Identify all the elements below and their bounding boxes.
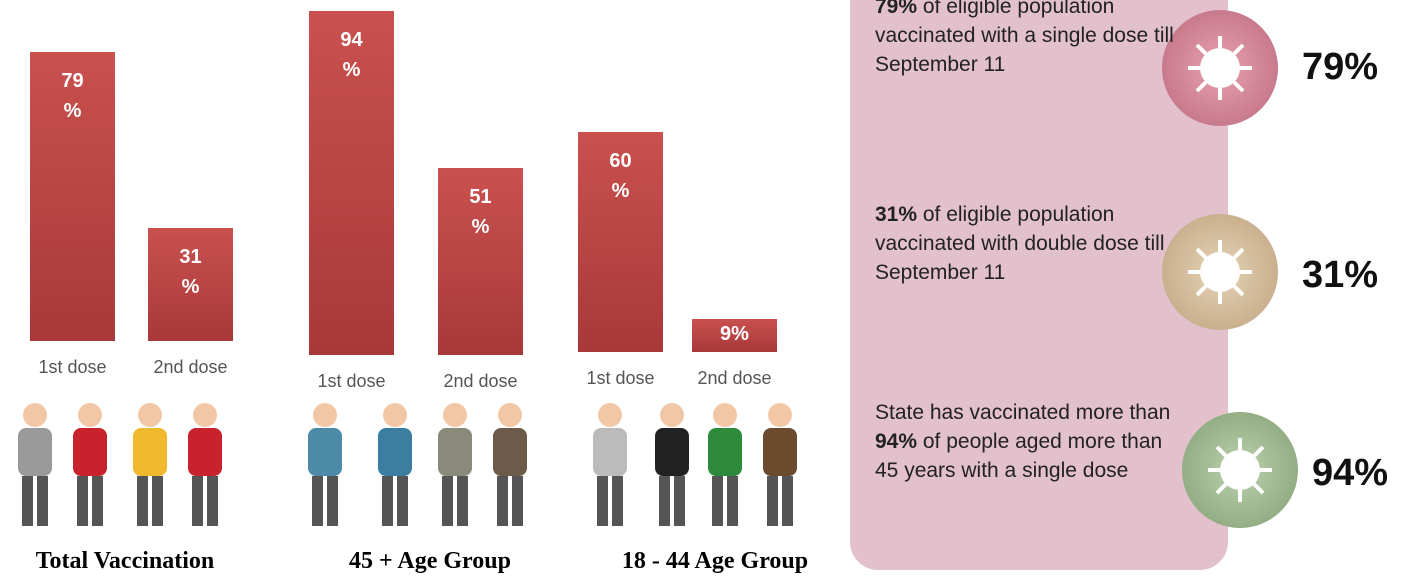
x-tick-label: 1st dose <box>13 357 133 378</box>
x-tick-label: 1st dose <box>561 368 681 389</box>
x-tick-label: 2nd dose <box>421 371 541 392</box>
info-highlight: 94% <box>875 430 917 453</box>
info-text-part: of eligible population vaccinated with d… <box>875 203 1165 284</box>
info-highlight: 31% <box>875 203 917 226</box>
people-elderly <box>18 403 222 526</box>
chart-title: 18 - 44 Age Group <box>575 548 855 575</box>
info-text-part: State has vaccinated more than <box>875 401 1170 424</box>
x-tick-label: 2nd dose <box>131 357 251 378</box>
chart-title: 45 + Age Group <box>290 548 570 575</box>
bar: 9% <box>692 319 777 352</box>
value-label: 60 % <box>609 146 631 206</box>
bar: 60 % <box>578 132 663 352</box>
info-highlight: 79% <box>875 0 917 18</box>
bar: 79 % <box>30 52 115 341</box>
virus-icon <box>1162 214 1278 330</box>
info-text-part: of people aged more than 45 years with a… <box>875 430 1162 482</box>
people-45-plus <box>308 403 527 526</box>
value-label: 31 % <box>179 242 201 302</box>
big-number: 79% <box>1280 46 1400 89</box>
bar: 94 % <box>309 11 394 355</box>
x-tick-label: 2nd dose <box>675 368 795 389</box>
info-text-part: of eligible population vaccinated with a… <box>875 0 1174 76</box>
virus-icon <box>1182 412 1298 528</box>
x-tick-label: 1st dose <box>292 371 412 392</box>
big-number: 94% <box>1290 452 1410 495</box>
info-text: State has vaccinated more than 94% of pe… <box>875 398 1175 485</box>
info-text: 31% of eligible population vaccinated wi… <box>875 200 1175 287</box>
people-18-44 <box>593 403 797 526</box>
infographic: 79 % 1st dose 31 % 2nd dose Total Vaccinatio… <box>0 0 1411 580</box>
virus-icon <box>1162 10 1278 126</box>
big-number: 31% <box>1280 254 1400 297</box>
bar: 51 % <box>438 168 523 355</box>
value-label: 9% <box>720 319 749 349</box>
info-text: 79% of eligible population vaccinated wi… <box>875 0 1175 79</box>
chart-title: Total Vaccination <box>0 548 265 575</box>
value-label: 51 % <box>469 182 491 242</box>
value-label: 79 % <box>61 66 83 126</box>
value-label: 94 % <box>340 25 362 85</box>
bar: 31 % <box>148 228 233 341</box>
